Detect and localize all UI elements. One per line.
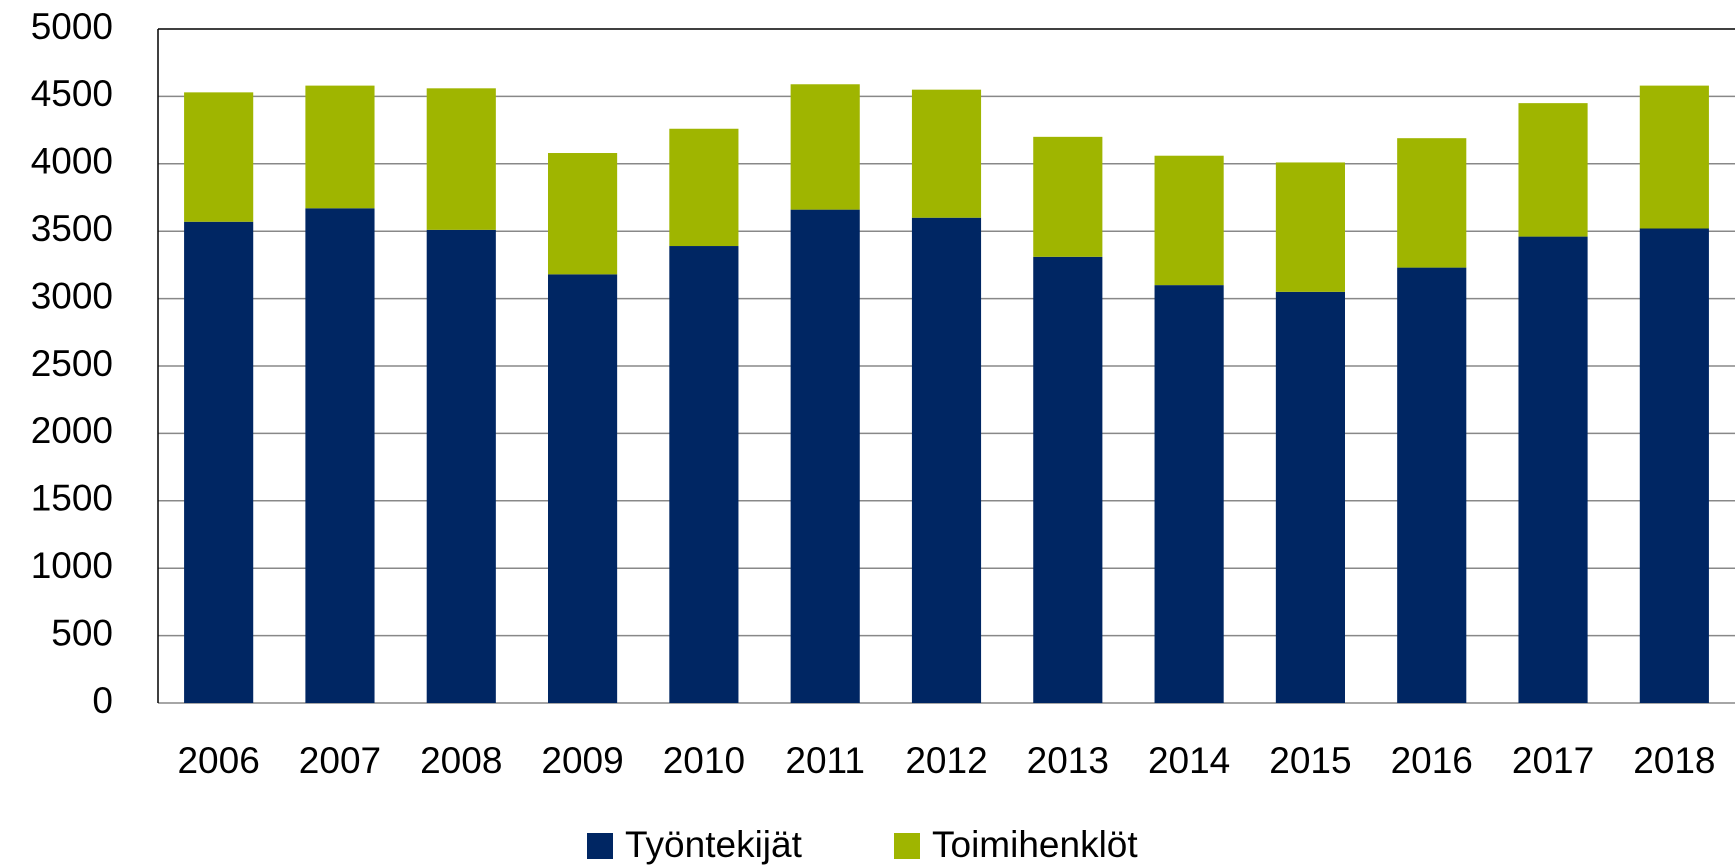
bar-segment xyxy=(1033,136,1103,257)
x-tick-label: 2011 xyxy=(785,740,865,781)
bar-segment xyxy=(1397,267,1467,703)
bar-segment xyxy=(669,246,739,703)
y-tick-label: 500 xyxy=(51,612,113,653)
y-tick-label: 5000 xyxy=(31,6,113,47)
bar-segment xyxy=(911,89,982,218)
bar-segment xyxy=(184,92,254,222)
y-tick-label: 1500 xyxy=(31,478,113,519)
bar-segment xyxy=(790,209,860,703)
y-tick-label: 4000 xyxy=(31,141,113,182)
bar-segment xyxy=(1154,285,1224,703)
bar-segment xyxy=(1639,85,1709,229)
bar-segment xyxy=(548,153,618,275)
x-tick-label: 2015 xyxy=(1269,740,1351,781)
x-tick-label: 2006 xyxy=(177,740,259,781)
legend-swatch xyxy=(587,833,613,859)
legend-swatch xyxy=(894,833,920,859)
bar-segment xyxy=(426,88,496,230)
bar-segment xyxy=(548,274,618,703)
x-tick-label: 2010 xyxy=(663,740,745,781)
y-tick-label: 4500 xyxy=(31,73,113,114)
bar-segment xyxy=(305,85,375,209)
x-tick-label: 2008 xyxy=(420,740,502,781)
x-tick-label: 2007 xyxy=(299,740,381,781)
x-tick-label: 2013 xyxy=(1027,740,1109,781)
x-tick-label: 2014 xyxy=(1148,740,1230,781)
y-tick-label: 2500 xyxy=(31,343,113,384)
bar-segment xyxy=(911,217,982,703)
y-tick-label: 3500 xyxy=(31,208,113,249)
bar-segment xyxy=(669,128,739,247)
legend-label: Toimihenklöt xyxy=(932,824,1138,865)
bar-segment xyxy=(1033,256,1103,703)
bar-segment xyxy=(1275,291,1345,703)
y-tick-label: 2000 xyxy=(31,410,113,451)
bar-segment xyxy=(1154,155,1224,286)
bar-segment xyxy=(305,208,375,703)
bar-segment xyxy=(1275,162,1345,292)
x-tick-label: 2018 xyxy=(1633,740,1715,781)
bar-segment xyxy=(184,221,254,703)
bar-segment xyxy=(1518,103,1588,237)
legend-label: Työntekijät xyxy=(625,824,803,865)
bar-segment xyxy=(1639,228,1709,703)
bar-segment xyxy=(790,84,860,210)
x-tick-label: 2009 xyxy=(541,740,623,781)
y-tick-label: 0 xyxy=(92,680,113,721)
bar-segment xyxy=(1397,138,1467,268)
bar-segment xyxy=(426,229,496,704)
bar-segment xyxy=(1518,236,1588,704)
x-tick-label: 2016 xyxy=(1391,740,1473,781)
x-tick-label: 2012 xyxy=(905,740,987,781)
x-tick-label: 2017 xyxy=(1512,740,1594,781)
y-tick-label: 3000 xyxy=(31,275,113,316)
y-tick-label: 1000 xyxy=(31,545,113,586)
